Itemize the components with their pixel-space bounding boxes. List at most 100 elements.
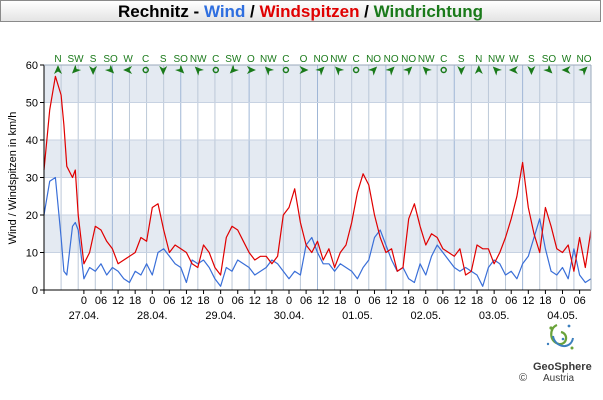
y-tick-label: 30 xyxy=(26,173,38,185)
direction-label: NO xyxy=(313,54,328,65)
title-wind: Wind xyxy=(203,2,246,21)
direction-label: O xyxy=(247,54,255,65)
arrow-shape xyxy=(229,64,239,74)
title-sep-3: / xyxy=(359,2,374,21)
direction-label: NO xyxy=(576,54,591,65)
x-tick-label: 18 xyxy=(197,295,209,307)
y-axis-label: Wind / Windspitzen in km/h xyxy=(7,112,19,245)
direction-label: NO xyxy=(384,54,399,65)
title-station: Rechnitz xyxy=(117,2,189,21)
date-label: 29.04. xyxy=(205,310,236,322)
direction-label: C xyxy=(352,54,359,65)
calm-icon xyxy=(282,66,290,74)
y-tick-label: 0 xyxy=(32,285,38,297)
direction-label: C xyxy=(212,54,219,65)
direction-label: C xyxy=(282,54,289,65)
x-tick-label: 18 xyxy=(266,295,278,307)
direction-arrow-icon xyxy=(142,66,149,74)
arrow-shape xyxy=(175,64,185,74)
x-tick-label: 06 xyxy=(368,295,380,307)
direction-arrow-icon xyxy=(352,66,360,74)
x-tick-labels: 0 06 12 18 0 06 12 18 0 06 12 18 0 06 12 18 0 06 12 18 0 06 12… xyxy=(81,290,586,307)
calm-icon xyxy=(142,66,149,74)
calm-icon xyxy=(352,66,360,74)
x-tick-label: 18 xyxy=(334,295,346,307)
x-tick-label: 0 xyxy=(218,295,224,307)
date-label: 04.05. xyxy=(547,310,578,322)
date-label: 02.05. xyxy=(410,310,441,322)
x-tick-label: 18 xyxy=(539,295,551,307)
direction-arrow-icon xyxy=(212,66,220,74)
direction-label: NO xyxy=(401,54,416,65)
direction-arrow-icon xyxy=(561,66,571,74)
direction-arrow-icon xyxy=(229,64,239,74)
calm-icon xyxy=(212,66,220,74)
direction-arrow-icon xyxy=(457,66,466,75)
direction-label: W xyxy=(123,54,133,65)
direction-label: W xyxy=(509,54,519,65)
x-tick-label: 06 xyxy=(163,295,175,307)
x-tick-label: 12 xyxy=(454,295,466,307)
x-tick-label: 06 xyxy=(505,295,517,307)
date-label: 28.04. xyxy=(137,310,168,322)
x-tick-label: 06 xyxy=(95,295,107,307)
direction-label: C xyxy=(142,54,149,65)
direction-label: NW xyxy=(260,54,277,65)
direction-label: S xyxy=(90,54,97,65)
direction-arrow-icon xyxy=(299,66,309,74)
date-labels: 27.04. 28.04. 29.04. 30.04. 01.05. 02.05. 03.0… xyxy=(69,310,578,322)
geosphere-logo-mark xyxy=(546,323,574,350)
arrow-shape xyxy=(527,66,536,75)
direction-label: NO xyxy=(366,54,381,65)
date-label: 27.04. xyxy=(69,310,100,322)
direction-label: SO xyxy=(174,54,189,65)
calm-icon xyxy=(440,66,447,74)
x-tick-label: 0 xyxy=(286,295,292,307)
direction-arrow-icon xyxy=(89,66,98,75)
x-tick-label: 0 xyxy=(491,295,497,307)
series-line-windspitzen xyxy=(43,75,592,276)
direction-arrow-icon xyxy=(54,65,62,74)
arrow-shape xyxy=(246,66,256,74)
x-tick-label: 12 xyxy=(180,295,192,307)
x-tick-label: 0 xyxy=(81,295,87,307)
direction-label: N xyxy=(54,54,61,65)
direction-label: SO xyxy=(103,54,118,65)
direction-label: SW xyxy=(225,54,242,65)
direction-arrow-icon xyxy=(194,66,204,76)
direction-arrow-icon xyxy=(282,66,290,74)
arrow-shape xyxy=(123,66,133,74)
title-sep-1: - xyxy=(188,2,204,21)
direction-label: O xyxy=(300,54,308,65)
arrow-shape xyxy=(159,66,168,75)
x-tick-label: 12 xyxy=(522,295,534,307)
y-tick-label: 50 xyxy=(26,98,38,110)
x-tick-label: 12 xyxy=(317,295,329,307)
direction-arrow-icon xyxy=(123,66,133,74)
title-gusts: Windspitzen xyxy=(259,2,360,21)
x-tick-label: 18 xyxy=(471,295,483,307)
direction-label: SW xyxy=(67,54,84,65)
x-tick-label: 06 xyxy=(437,295,449,307)
direction-label: N xyxy=(475,54,482,65)
x-tick-label: 0 xyxy=(559,295,565,307)
direction-arrow-icon xyxy=(159,66,168,75)
arrow-shape xyxy=(194,66,204,76)
direction-arrow-icon xyxy=(175,64,185,74)
direction-arrow-icon xyxy=(440,66,447,74)
direction-label: C xyxy=(440,54,447,65)
y-tick-labels: 0 10 20 30 40 50 60 xyxy=(26,60,44,297)
x-tick-label: 06 xyxy=(232,295,244,307)
direction-label: NW xyxy=(190,54,207,65)
x-tick-label: 12 xyxy=(112,295,124,307)
geosphere-logo-text: GeoSphere xyxy=(533,361,592,373)
x-tick-label: 18 xyxy=(129,295,141,307)
title-sep-2: / xyxy=(245,2,260,21)
x-tick-label: 0 xyxy=(149,295,155,307)
arrow-shape xyxy=(457,66,466,75)
chart-title: Rechnitz - Wind / Windspitzen / Windrich… xyxy=(0,0,601,22)
y-tick-label: 20 xyxy=(26,210,38,222)
arrow-shape xyxy=(299,66,309,74)
direction-arrow-icon xyxy=(246,66,256,74)
